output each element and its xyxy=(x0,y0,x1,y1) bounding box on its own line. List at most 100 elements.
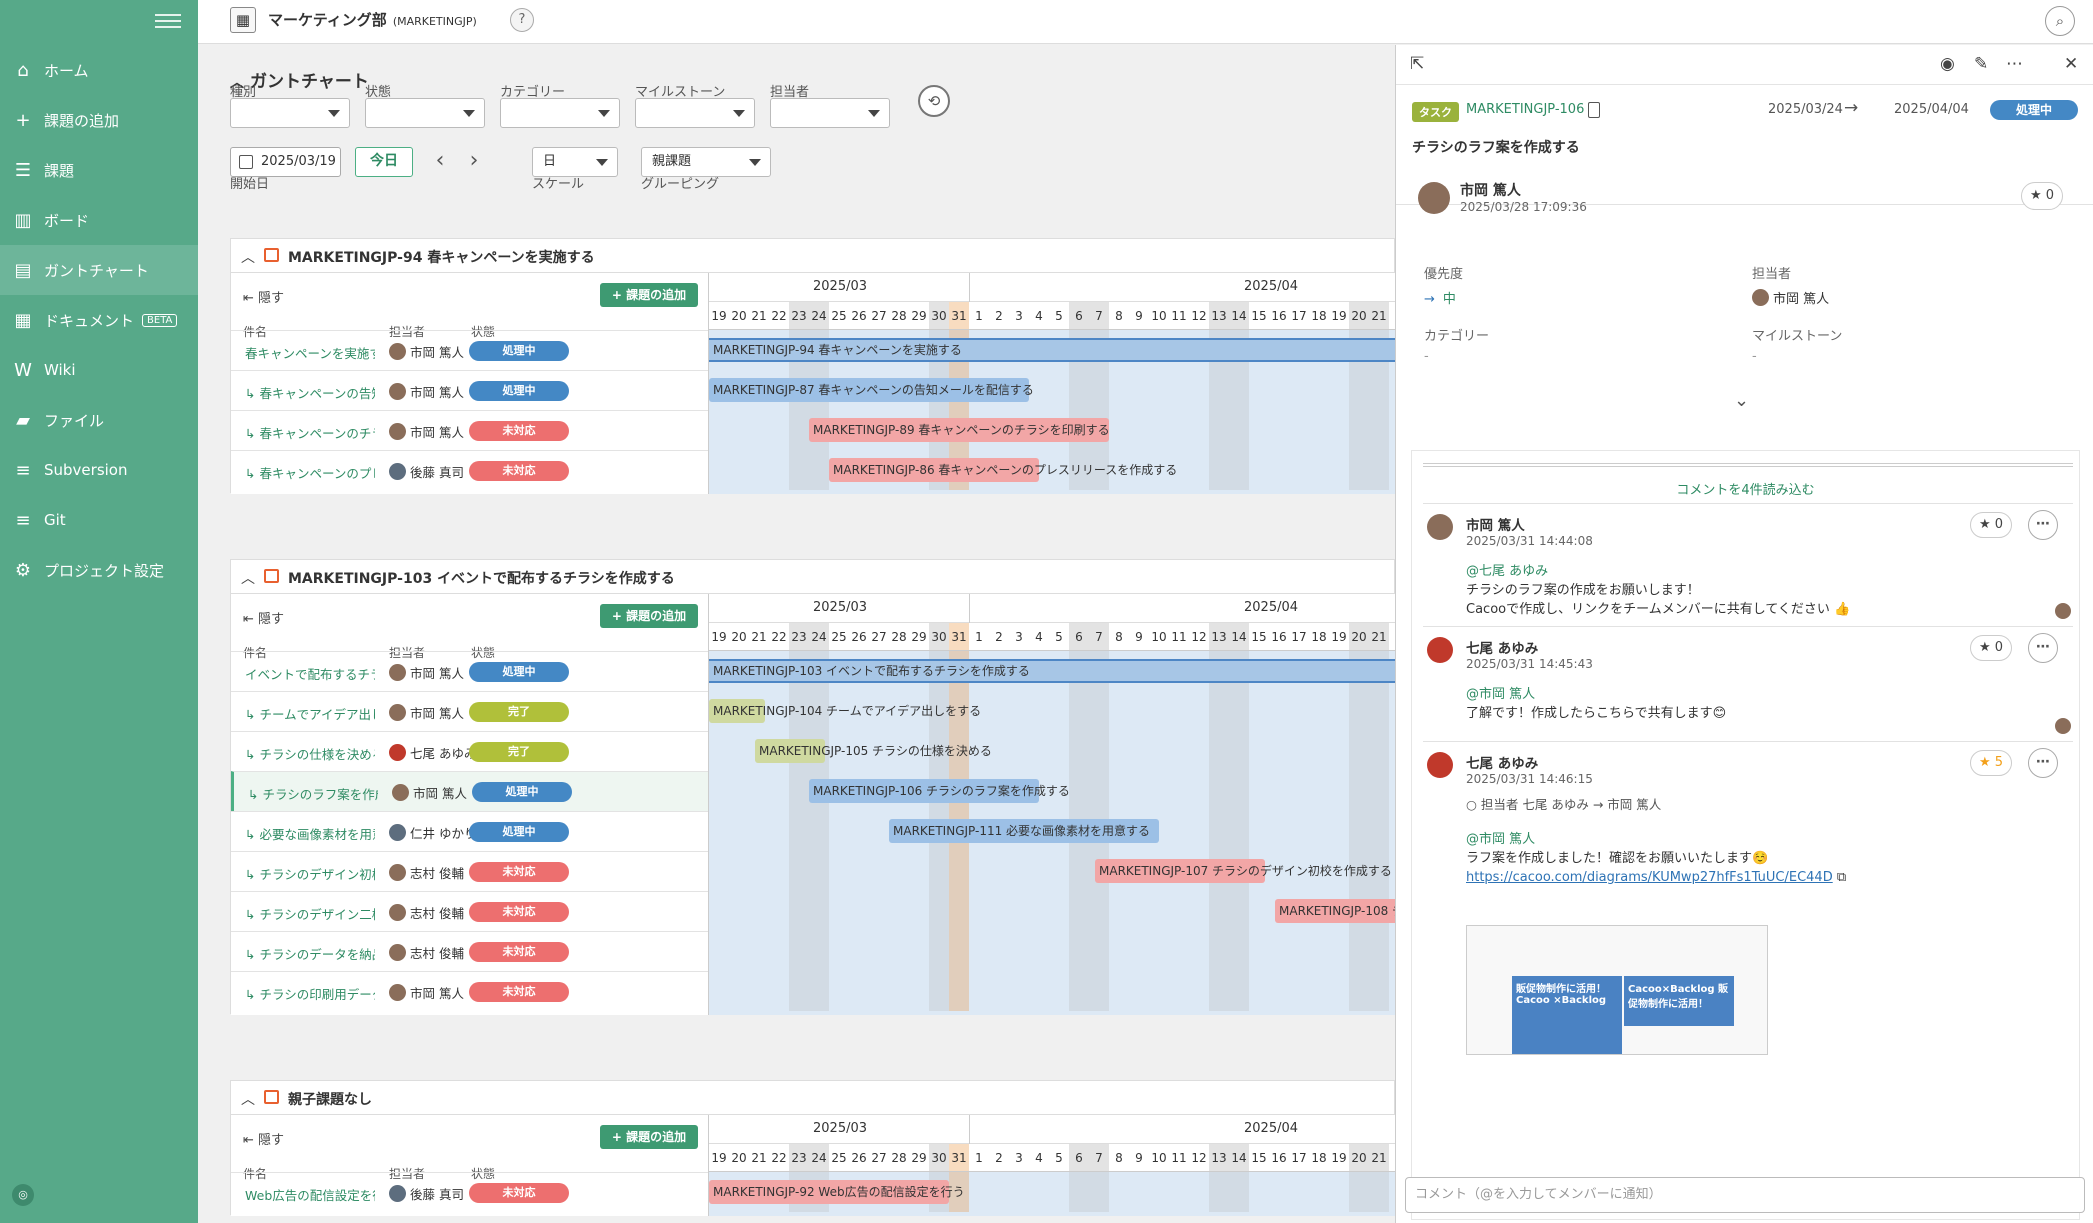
status-badge[interactable]: 完了 xyxy=(469,702,569,722)
star-button[interactable]: ★ 0 xyxy=(1970,512,2013,538)
hide-link[interactable]: ⇤ 隠す xyxy=(243,608,284,627)
status-badge[interactable]: 未対応 xyxy=(469,982,569,1002)
section-header[interactable]: ︿ MARKETINGJP-94 春キャンペーンを実施する xyxy=(231,239,1394,273)
chat-icon[interactable]: ◎ xyxy=(12,1184,34,1206)
more-icon[interactable]: ⋯ xyxy=(2006,54,2023,74)
open-external-icon[interactable]: ⇱ xyxy=(1410,54,1425,74)
chevron-down-icon[interactable]: ⌄ xyxy=(1734,390,1750,411)
today-button[interactable]: 今日 xyxy=(355,147,413,177)
status-badge[interactable]: 処理中 xyxy=(469,822,569,842)
prev-icon[interactable]: ‹ xyxy=(435,148,445,173)
watch-icon[interactable]: ◉ xyxy=(1940,54,1955,74)
gantt-bar[interactable]: MARKETINGJP-105 チラシの仕様を決める xyxy=(755,739,992,763)
sidebar-item[interactable]: ⌂ ホーム xyxy=(0,45,198,95)
status-badge[interactable]: 処理中 xyxy=(472,782,572,802)
scale-select[interactable]: 日 xyxy=(532,147,618,177)
issue-name-link[interactable]: ↳ 必要な画像素材を用意する xyxy=(245,827,375,842)
sidebar-item[interactable]: ⚙ プロジェクト設定 xyxy=(0,545,198,595)
gantt-bar[interactable]: MARKETINGJP-107 チラシのデザイン初校を作成する xyxy=(1095,859,1392,883)
sidebar-item[interactable]: ▰ ファイル xyxy=(0,395,198,445)
status-badge[interactable]: 処理中 xyxy=(469,341,569,361)
gantt-title[interactable]: ︿ ガントチャート xyxy=(230,67,369,92)
sidebar-item[interactable]: ▥ ボード xyxy=(0,195,198,245)
gantt-bar[interactable]: MARKETINGJP-89 春キャンペーンのチラシを印刷する xyxy=(809,418,1110,442)
gantt-bar[interactable]: MARKETINGJP-106 チラシのラフ案を作成する xyxy=(809,779,1070,803)
chevron-up-icon[interactable]: ︿ xyxy=(241,571,255,587)
status-badge[interactable]: 未対応 xyxy=(469,461,569,481)
star-button[interactable]: ★ 0 xyxy=(1970,635,2013,661)
sidebar-item[interactable]: W Wiki xyxy=(0,345,198,395)
chevron-up-icon[interactable]: ︿ xyxy=(241,250,255,266)
sidebar-item[interactable]: ▤ ガントチャート xyxy=(0,245,198,295)
help-icon[interactable]: ? xyxy=(510,8,534,32)
status-badge[interactable]: 処理中 xyxy=(469,381,569,401)
filter-type-select[interactable] xyxy=(230,98,350,128)
comment-link[interactable]: https://cacoo.com/diagrams/KUMwp27hfFs1T… xyxy=(1466,870,1833,885)
sidebar-item[interactable]: ≡ Git xyxy=(0,495,198,545)
filter-status-select[interactable] xyxy=(365,98,485,128)
table-row[interactable]: ↳ チラシの仕様を決める 七尾 あゆみ 完了 xyxy=(231,731,708,771)
gantt-bar[interactable]: MARKETINGJP-111 必要な画像素材を用意する xyxy=(889,819,1159,843)
issue-name-link[interactable]: ↳ チームでアイデア出しをする xyxy=(245,707,375,722)
issue-name-link[interactable]: 春キャンペーンを実施する xyxy=(245,346,375,361)
close-icon[interactable]: ✕ xyxy=(2064,54,2079,74)
hide-link[interactable]: ⇤ 隠す xyxy=(243,1129,284,1148)
filter-category-select[interactable] xyxy=(500,98,620,128)
status-badge[interactable]: 未対応 xyxy=(469,421,569,441)
add-issue-button[interactable]: + 課題の追加 xyxy=(600,604,698,628)
gantt-bar[interactable]: MARKETINGJP-87 春キャンペーンの告知メールを配信する xyxy=(709,378,1034,402)
filter-milestone-select[interactable] xyxy=(635,98,755,128)
more-icon[interactable]: ⋯ xyxy=(2028,510,2058,540)
star-button[interactable]: ★ 5 xyxy=(1970,750,2013,776)
status-badge[interactable]: 未対応 xyxy=(469,942,569,962)
gantt-bar[interactable]: MARKETINGJP-86 春キャンペーンのプレスリリースを作成する xyxy=(829,458,1177,482)
gantt-bar[interactable]: MARKETINGJP-108 チ xyxy=(1275,899,1395,923)
issue-name-link[interactable]: ↳ チラシの仕様を決める xyxy=(245,747,375,762)
issue-name-link[interactable]: ↳ チラシのデザイン二校を作成... xyxy=(245,907,375,922)
status-badge[interactable]: 未対応 xyxy=(469,1183,569,1203)
status-badge[interactable]: 処理中 xyxy=(1990,100,2078,120)
sidebar-item[interactable]: ≡ Subversion xyxy=(0,445,198,495)
sidebar-item[interactable]: ☰ 課題 xyxy=(0,145,198,195)
mention[interactable]: @七尾 あゆみ xyxy=(1466,564,1549,579)
section-header[interactable]: ︿ MARKETINGJP-103 イベントで配布するチラシを作成する xyxy=(231,560,1394,594)
chevron-up-icon[interactable]: ︿ xyxy=(241,1092,255,1108)
issue-name-link[interactable]: ↳ 春キャンペーンの告知メール... xyxy=(245,386,375,401)
status-badge[interactable]: 未対応 xyxy=(469,862,569,882)
copy-icon[interactable] xyxy=(1588,102,1600,118)
load-more-comments[interactable]: コメントを4件読み込む xyxy=(1676,483,1815,498)
add-issue-button[interactable]: + 課題の追加 xyxy=(600,1125,698,1149)
menu-icon[interactable] xyxy=(155,10,181,32)
grouping-select[interactable]: 親課題 xyxy=(641,147,771,177)
issue-name-link[interactable]: ↳ チラシのラフ案を作成する xyxy=(248,787,378,802)
section-header[interactable]: ︿ 親子課題なし xyxy=(231,1081,1394,1115)
hide-link[interactable]: ⇤ 隠す xyxy=(243,287,284,306)
issue-name-link[interactable]: ↳ チラシのデータを納品する xyxy=(245,947,375,962)
mention[interactable]: @市岡 篤人 xyxy=(1466,832,1536,847)
status-badge[interactable]: 完了 xyxy=(469,742,569,762)
search-icon[interactable]: ⌕ xyxy=(2045,6,2075,36)
start-date-input[interactable]: 2025/03/19 xyxy=(230,147,341,177)
sidebar-item[interactable]: + 課題の追加 xyxy=(0,95,198,145)
issue-name-link[interactable]: ↳ 春キャンペーンのチラシを印... xyxy=(245,426,375,441)
sidebar-item[interactable]: ▦ ドキュメント BETA xyxy=(0,295,198,345)
filter-assignee-select[interactable] xyxy=(770,98,890,128)
issue-name-link[interactable]: ↳ チラシのデザイン初校を作成... xyxy=(245,867,375,882)
gantt-bar[interactable]: MARKETINGJP-92 Web広告の配信設定を行う xyxy=(709,1180,965,1204)
gantt-bar[interactable]: MARKETINGJP-104 チームでアイデア出しをする xyxy=(709,699,981,723)
issue-name-link[interactable]: ↳ 春キャンペーンのプレスリリ... xyxy=(245,466,375,481)
external-link-icon[interactable]: ⧉ xyxy=(1832,870,1847,885)
